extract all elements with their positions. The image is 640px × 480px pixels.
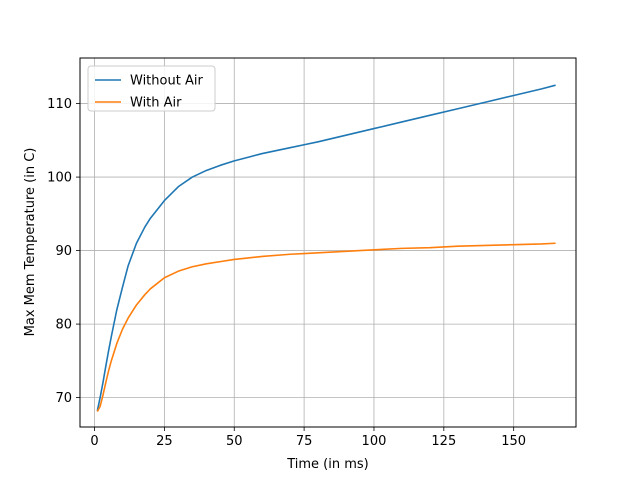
legend-label: With Air <box>130 96 182 111</box>
x-tick-label: 25 <box>156 434 173 449</box>
y-axis: 70 80 90 100 110 <box>47 97 80 406</box>
x-tick-label: 125 <box>431 434 456 449</box>
grid <box>80 58 576 427</box>
y-tick-label: 100 <box>47 171 72 186</box>
legend-box <box>87 65 216 112</box>
x-tick-label: 150 <box>501 434 526 449</box>
series-lines <box>96 84 556 412</box>
series-line-2 <box>96 242 556 412</box>
x-tick-label: 0 <box>90 434 98 449</box>
x-axis-title: Time (in ms) <box>286 457 369 472</box>
series-line-1 <box>96 84 556 411</box>
y-tick-label: 110 <box>47 97 72 112</box>
x-tick-label: 75 <box>296 434 313 449</box>
x-tick-label: 50 <box>226 434 243 449</box>
x-axis: 0 25 50 75 100 125 150 <box>90 427 526 449</box>
legend-label: Without Air <box>130 74 203 89</box>
x-tick-label: 100 <box>362 434 387 449</box>
plot-area-frame <box>79 57 577 428</box>
y-tick-label: 90 <box>55 244 72 259</box>
y-tick-label: 80 <box>55 318 72 333</box>
legend: Without Air With Air <box>87 65 216 112</box>
y-tick-label: 70 <box>55 391 72 406</box>
y-axis-title: Max Mem Temperature (in C) <box>23 148 38 337</box>
